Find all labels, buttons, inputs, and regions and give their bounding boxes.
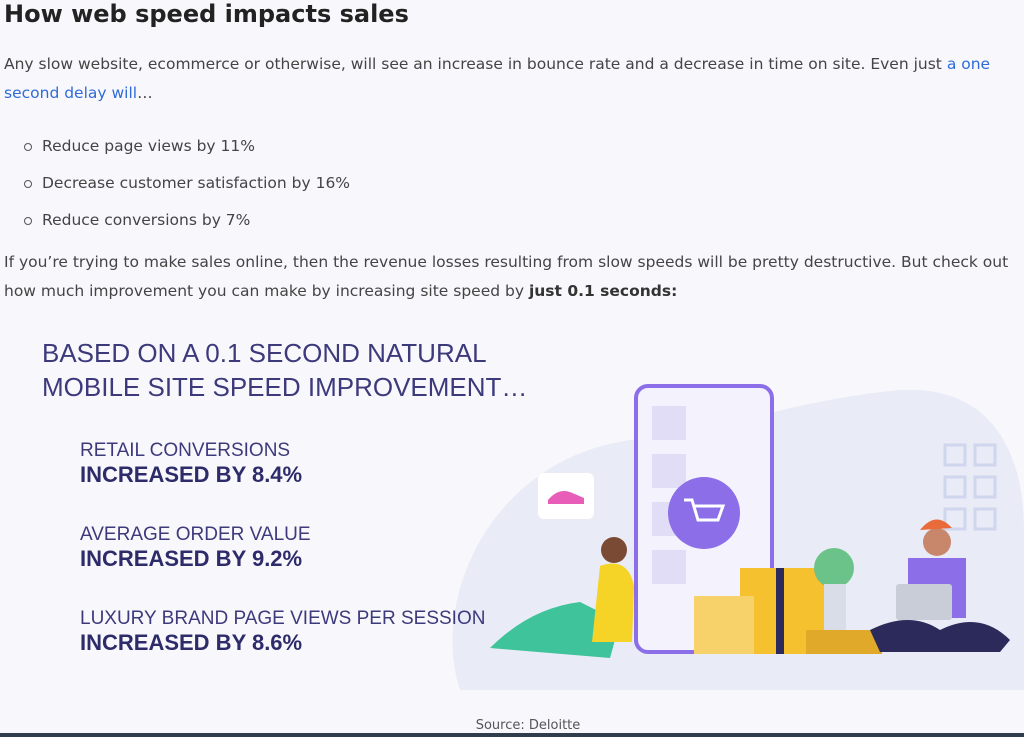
woman-body [592,563,634,642]
man-hair [920,519,952,530]
title-line: BASED ON A 0.1 SECOND NATURAL [42,338,487,368]
bold-text: just 0.1 seconds: [528,282,678,300]
grid-icon [973,507,997,531]
shoe [548,491,584,504]
bullet-list: Reduce page views by 11% Decrease custome… [24,128,350,239]
grid-icon [943,443,967,467]
link[interactable]: a one second delay will [4,55,991,102]
stat-label: LUXURY BRAND PAGE VIEWS PER SESSION [80,608,486,629]
bottom-bar [0,733,1024,737]
bullet: Reduce page views by 11% [24,128,350,165]
infographic-title: BASED ON A 0.1 SECOND NATURAL MOBILE SITE… [42,336,527,404]
title-line: MOBILE SITE SPEED IMPROVEMENT… [42,372,528,402]
box [694,596,754,654]
grid-icon [973,475,997,499]
cart-circle [668,477,740,549]
intro-after: … [137,84,153,102]
box [806,630,882,654]
stat-value: INCREASED BY 8.6% [80,630,303,655]
grid-icon [973,443,997,467]
grid-icon [943,475,967,499]
plant [814,548,854,588]
bullet: Decrease customer satisfaction by 16% [24,165,350,202]
source: Source: Deloitte [475,718,581,733]
stat-label: AVERAGE ORDER VALUE [80,524,311,545]
intro: Any slow website, ecommerce or otherwise… [4,50,1019,108]
ribbon [776,568,784,654]
man-head [923,528,951,556]
man-legs [870,620,1010,652]
laptop [896,584,952,620]
pot [824,584,846,630]
woman-head [601,537,627,563]
woman-legs [490,602,620,658]
followup: If you’re trying to make sales online, t… [4,248,1019,306]
stat-label: RETAIL CONVERSIONS [80,440,291,461]
heading: How web speed impacts sales [4,0,409,28]
stat: AVERAGE ORDER VALUE INCREASED BY 9.2% [80,524,311,572]
stat: RETAIL CONVERSIONS INCREASED BY 8.4% [80,440,302,488]
followup-text: If you’re trying to make sales online, t… [4,253,1009,300]
phone-item [652,550,686,584]
phone-item [652,454,686,488]
phone-item [652,406,686,440]
stat-value: INCREASED BY 9.2% [80,546,303,571]
cart-icon [684,498,726,522]
grid-icon [943,507,967,531]
stat: LUXURY BRAND PAGE VIEWS PER SESSION INCRE… [80,608,485,656]
illustration [452,384,1024,690]
bullet: Reduce conversions by 7% [24,202,350,239]
intro-text: Any slow website, ecommerce or otherwise… [4,55,947,73]
stat-value: INCREASED BY 8.4% [80,462,303,487]
